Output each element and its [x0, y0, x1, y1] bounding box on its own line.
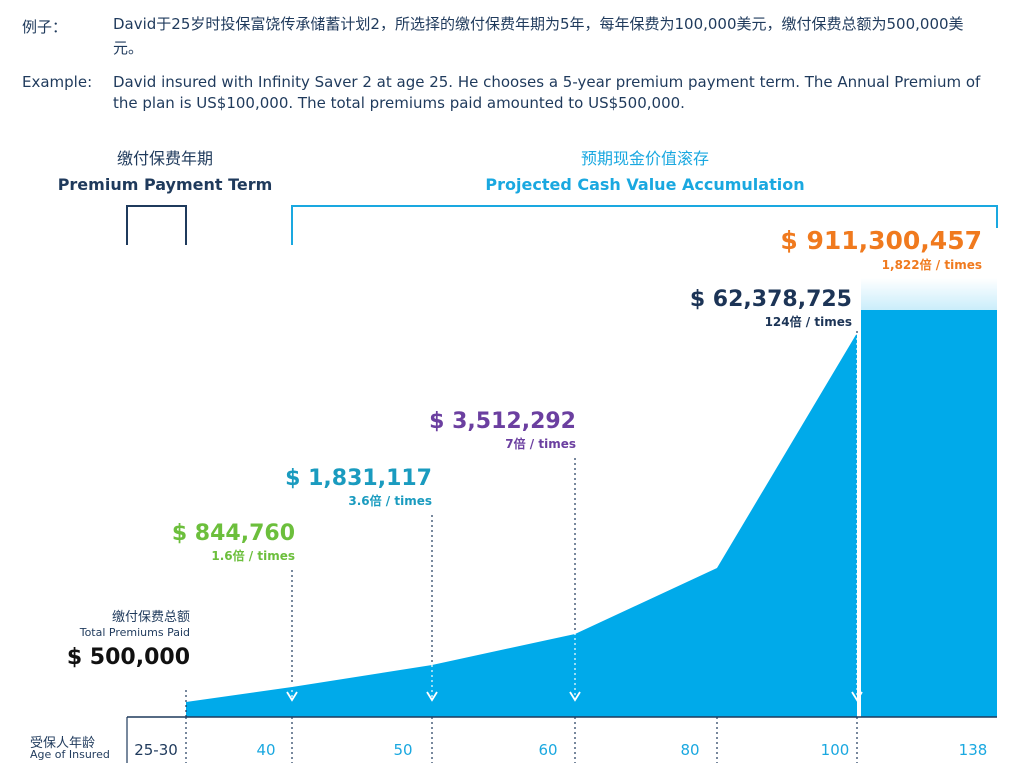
value-label-age-138: $ 911,300,457 [780, 226, 982, 255]
age-label-60: 60 [538, 741, 557, 759]
multiple-label-age-100: 124倍 / times [765, 314, 852, 329]
guide-arrow-age-60 [569, 691, 581, 702]
age-axis-en: Age of Insured [30, 748, 110, 761]
guide-arrow-age-40 [286, 691, 298, 702]
projection-zh: 预期现金价值滚存 [580, 149, 709, 168]
age-label-25-30: 25-30 [134, 741, 178, 759]
intro-en-label: Example: [22, 73, 93, 91]
value-label-age-40: $ 844,760 [172, 521, 295, 546]
total-premiums-zh: 缴付保费总额 [111, 610, 190, 625]
intro-zh-label: 例子： [22, 18, 68, 36]
age-label-40: 40 [256, 741, 275, 759]
multiple-label-age-40: 1.6倍 / times [211, 548, 295, 563]
age-axis-zh: 受保人年龄 [30, 736, 96, 751]
intro-en-text: David insured with Infinity Saver 2 at a… [113, 73, 981, 112]
final-value-bar-body [861, 310, 997, 717]
age-label-100: 100 [821, 741, 850, 759]
multiple-label-age-138: 1,822倍 / times [882, 257, 982, 272]
guide-arrow-age-50 [426, 691, 438, 702]
age-label-50: 50 [393, 741, 412, 759]
value-label-age-60: $ 3,512,292 [429, 409, 576, 434]
premium-term-zh: 缴付保费年期 [116, 149, 213, 168]
cash-value-area [186, 333, 857, 717]
projection-en: Projected Cash Value Accumulation [485, 175, 805, 194]
age-label-138: 138 [959, 741, 988, 759]
multiple-label-age-50: 3.6倍 / times [348, 493, 432, 508]
total-premiums-value: $ 500,000 [66, 645, 190, 670]
guide-arrow-age-100 [851, 691, 863, 702]
projection-header: 预期现金价值滚存 Projected Cash Value Accumulati… [420, 146, 870, 198]
intro-zh-text: David于25岁时投保富饶传承储蓄计划2，所选择的缴付保费年期为5年，每年保费… [113, 15, 964, 57]
projection-bracket [291, 205, 998, 245]
value-label-age-50: $ 1,831,117 [285, 466, 432, 491]
premium-term-en: Premium Payment Term [57, 175, 273, 194]
payment-term-bracket [126, 205, 187, 245]
premium-term-header: 缴付保费年期 Premium Payment Term [40, 146, 290, 198]
value-label-age-100: $ 62,378,725 [690, 287, 852, 312]
multiple-label-age-60: 7倍 / times [505, 436, 576, 451]
age-label-80: 80 [680, 741, 699, 759]
total-premiums-en: Total Premiums Paid [79, 626, 190, 639]
